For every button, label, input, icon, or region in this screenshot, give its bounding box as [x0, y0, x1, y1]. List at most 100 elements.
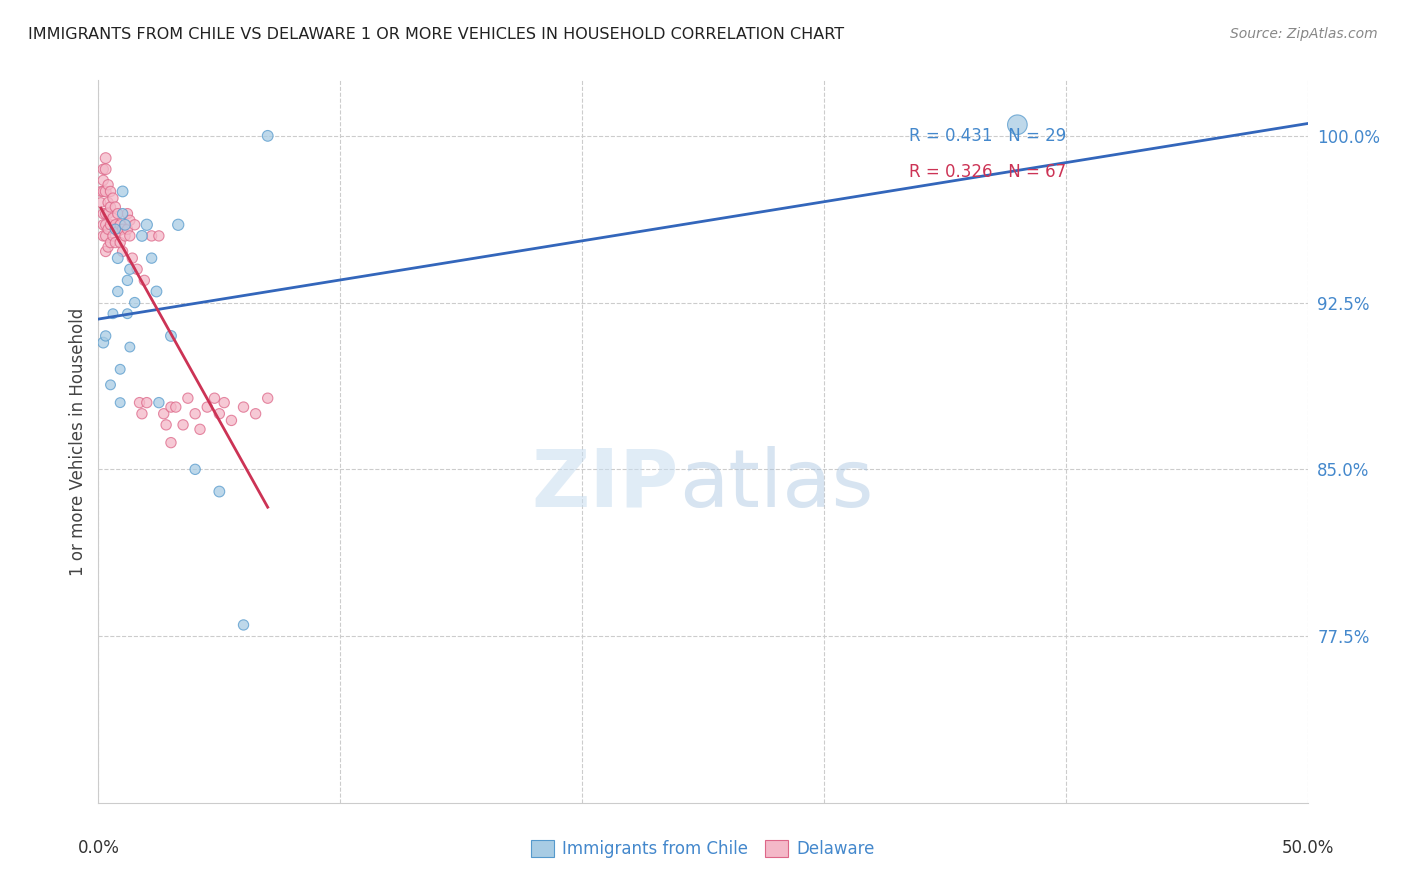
- Point: [172, 417, 194, 432]
- Point: [94, 207, 117, 221]
- Point: [118, 262, 141, 277]
- Point: [97, 240, 120, 254]
- Point: [90, 185, 112, 199]
- Point: [208, 484, 231, 499]
- Point: [97, 195, 120, 210]
- Point: [94, 228, 117, 243]
- Text: ZIP: ZIP: [531, 446, 679, 524]
- Point: [145, 285, 167, 299]
- Text: IMMIGRANTS FROM CHILE VS DELAWARE 1 OR MORE VEHICLES IN HOUSEHOLD CORRELATION CH: IMMIGRANTS FROM CHILE VS DELAWARE 1 OR M…: [28, 27, 844, 42]
- Y-axis label: 1 or more Vehicles in Household: 1 or more Vehicles in Household: [69, 308, 87, 575]
- Point: [111, 222, 134, 236]
- Point: [165, 400, 187, 414]
- Text: 50.0%: 50.0%: [1281, 839, 1334, 857]
- Point: [94, 244, 117, 259]
- Point: [104, 235, 127, 250]
- Point: [128, 395, 150, 409]
- Point: [135, 218, 157, 232]
- Point: [167, 218, 190, 232]
- Point: [107, 224, 129, 238]
- Point: [184, 462, 207, 476]
- Point: [91, 228, 114, 243]
- Point: [148, 228, 170, 243]
- Point: [135, 395, 157, 409]
- Point: [100, 218, 122, 232]
- Point: [104, 218, 127, 232]
- Point: [118, 213, 141, 227]
- Point: [160, 435, 183, 450]
- Point: [114, 218, 136, 232]
- Point: [148, 395, 170, 409]
- Point: [104, 200, 127, 214]
- Point: [100, 200, 122, 214]
- Point: [100, 377, 122, 392]
- Point: [91, 335, 114, 350]
- Point: [141, 251, 163, 265]
- Point: [124, 295, 146, 310]
- Point: [104, 222, 127, 236]
- Point: [97, 178, 120, 192]
- Point: [127, 262, 149, 277]
- Point: [91, 185, 114, 199]
- Text: 0.0%: 0.0%: [77, 839, 120, 857]
- Point: [208, 407, 231, 421]
- Point: [124, 218, 146, 232]
- Point: [131, 228, 153, 243]
- Point: [245, 407, 267, 421]
- Point: [141, 228, 163, 243]
- Point: [108, 235, 131, 250]
- Point: [118, 228, 141, 243]
- Point: [108, 218, 131, 232]
- Point: [188, 422, 211, 436]
- Point: [91, 207, 114, 221]
- Point: [204, 391, 226, 405]
- Point: [111, 185, 134, 199]
- Point: [131, 407, 153, 421]
- Text: atlas: atlas: [679, 446, 873, 524]
- Point: [107, 285, 129, 299]
- Point: [101, 307, 124, 321]
- Point: [107, 207, 129, 221]
- Point: [94, 151, 117, 165]
- Point: [108, 395, 131, 409]
- Point: [221, 413, 243, 427]
- Point: [195, 400, 218, 414]
- Point: [108, 362, 131, 376]
- Point: [97, 222, 120, 236]
- Point: [160, 400, 183, 414]
- Point: [107, 251, 129, 265]
- Point: [232, 618, 254, 632]
- Point: [1007, 118, 1029, 132]
- Legend: Immigrants from Chile, Delaware: Immigrants from Chile, Delaware: [523, 832, 883, 867]
- Point: [117, 273, 139, 287]
- Point: [232, 400, 254, 414]
- Point: [212, 395, 235, 409]
- Point: [117, 207, 139, 221]
- Point: [101, 228, 124, 243]
- Point: [91, 162, 114, 177]
- Point: [256, 128, 278, 143]
- Point: [91, 218, 114, 232]
- Point: [100, 235, 122, 250]
- Text: R = 0.326   N = 67: R = 0.326 N = 67: [908, 162, 1066, 181]
- Point: [94, 185, 117, 199]
- Point: [94, 162, 117, 177]
- Point: [90, 195, 112, 210]
- Point: [184, 407, 207, 421]
- Point: [118, 340, 141, 354]
- Point: [155, 417, 177, 432]
- Text: R = 0.431   N = 29: R = 0.431 N = 29: [908, 128, 1066, 145]
- Point: [100, 185, 122, 199]
- Point: [94, 329, 117, 343]
- Point: [114, 228, 136, 243]
- Point: [177, 391, 200, 405]
- Point: [97, 207, 120, 221]
- Point: [91, 173, 114, 187]
- Text: Source: ZipAtlas.com: Source: ZipAtlas.com: [1230, 27, 1378, 41]
- Point: [256, 391, 278, 405]
- Point: [121, 251, 143, 265]
- Point: [94, 218, 117, 232]
- Point: [134, 273, 156, 287]
- Point: [117, 222, 139, 236]
- Point: [111, 207, 134, 221]
